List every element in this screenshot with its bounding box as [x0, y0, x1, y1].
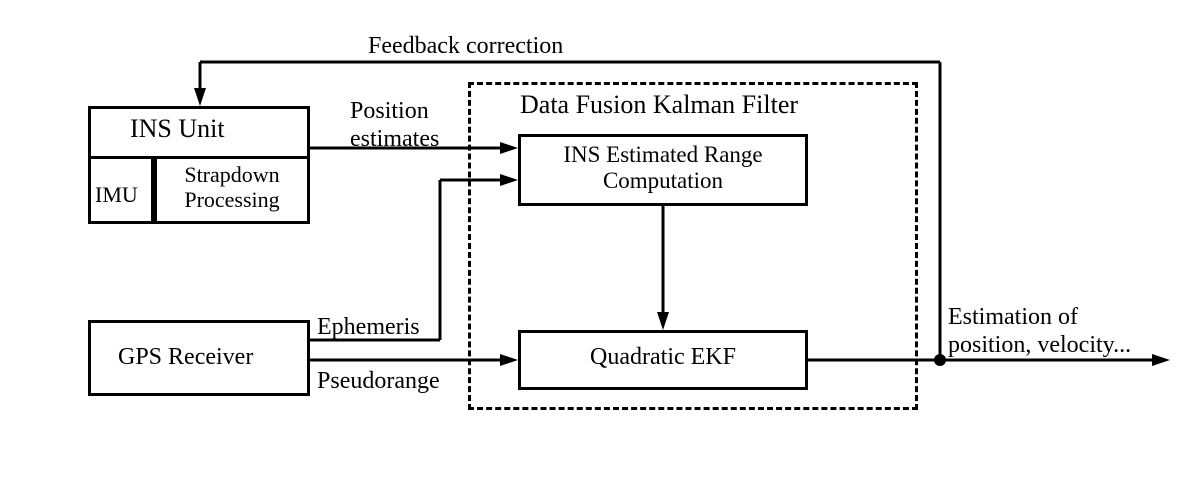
gps-receiver-label: GPS Receiver [118, 344, 253, 372]
fusion-title: Data Fusion Kalman Filter [520, 90, 798, 120]
ins-range-label: INS Estimated Range Computation [463, 142, 863, 195]
feedback-label: Feedback correction [368, 33, 563, 61]
diagram-canvas: INS Unit IMU Strapdown Processing GPS Re… [0, 0, 1190, 502]
position-estimates-label: Position estimates [350, 98, 439, 153]
ephemeris-label: Ephemeris [317, 314, 420, 342]
ins-unit-title: INS Unit [130, 114, 225, 144]
ekf-label: Quadratic EKF [463, 344, 863, 372]
strapdown-label: Strapdown Processing [32, 162, 432, 213]
output-label: Estimation of position, velocity... [948, 304, 1131, 359]
pseudorange-label: Pseudorange [317, 368, 440, 396]
